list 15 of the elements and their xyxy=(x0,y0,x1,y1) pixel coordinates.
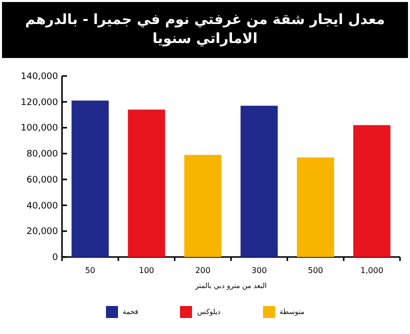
y-tick-label: 140,000 xyxy=(20,72,58,82)
y-tick-label: 40,000 xyxy=(26,201,58,212)
x-tick-label: 300 xyxy=(252,266,267,275)
x-tick-label: 1,000 xyxy=(360,266,384,275)
y-tick-label: 120,000 xyxy=(20,98,58,108)
x-tick-label: 500 xyxy=(308,266,324,275)
x-tick-label: 100 xyxy=(138,266,154,275)
y-tick-label: 60,000 xyxy=(26,175,58,186)
y-tick-label: 80,000 xyxy=(26,150,58,160)
y-tick-label: 100,000 xyxy=(20,124,58,134)
y-tick-label: 0 xyxy=(52,253,58,263)
x-tick-label: 50 xyxy=(85,266,96,275)
chart-title: معدل ايجار شقة من غرفتي نوم في جميرا - بالدرهم الاماراتي سنويا xyxy=(24,11,386,49)
x-tick-label: 200 xyxy=(195,266,210,275)
y-tick-label: 20,000 xyxy=(26,227,58,238)
